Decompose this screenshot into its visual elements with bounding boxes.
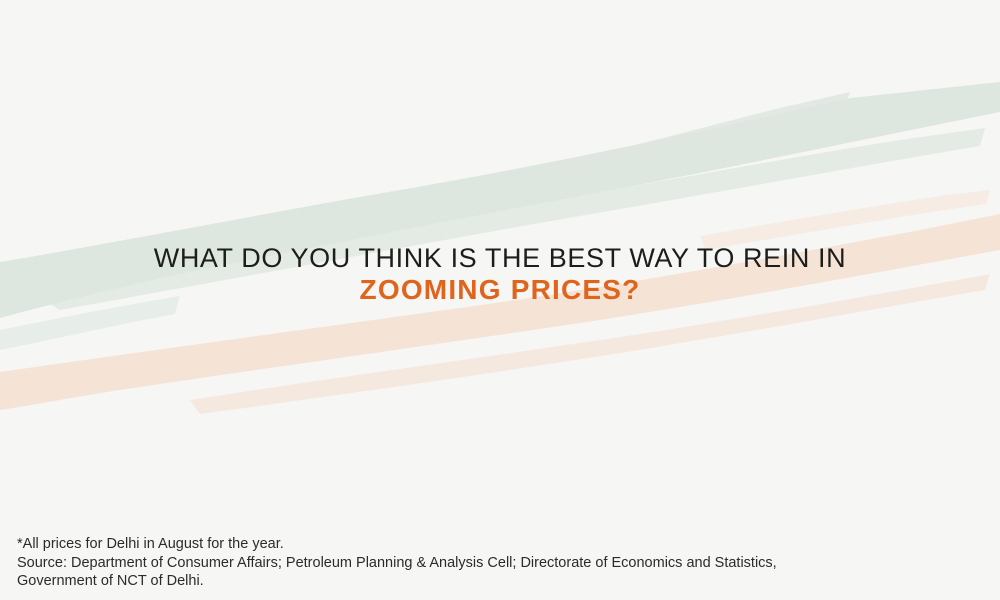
footnote-note: *All prices for Delhi in August for the … xyxy=(17,536,284,552)
green-brush-stroke xyxy=(0,82,1000,350)
headline-emphasis: ZOOMING PRICES? xyxy=(359,274,641,305)
footnote: *All prices for Delhi in August for the … xyxy=(17,535,917,591)
headline-question: WHAT DO YOU THINK IS THE BEST WAY TO REI… xyxy=(153,243,847,273)
headline: WHAT DO YOU THINK IS THE BEST WAY TO REI… xyxy=(0,241,1000,305)
footnote-source-line-2: Government of NCT of Delhi. xyxy=(17,573,204,589)
saffron-brush-stroke xyxy=(0,190,1000,414)
footnote-source-line-1: Source: Department of Consumer Affairs; … xyxy=(17,554,777,571)
